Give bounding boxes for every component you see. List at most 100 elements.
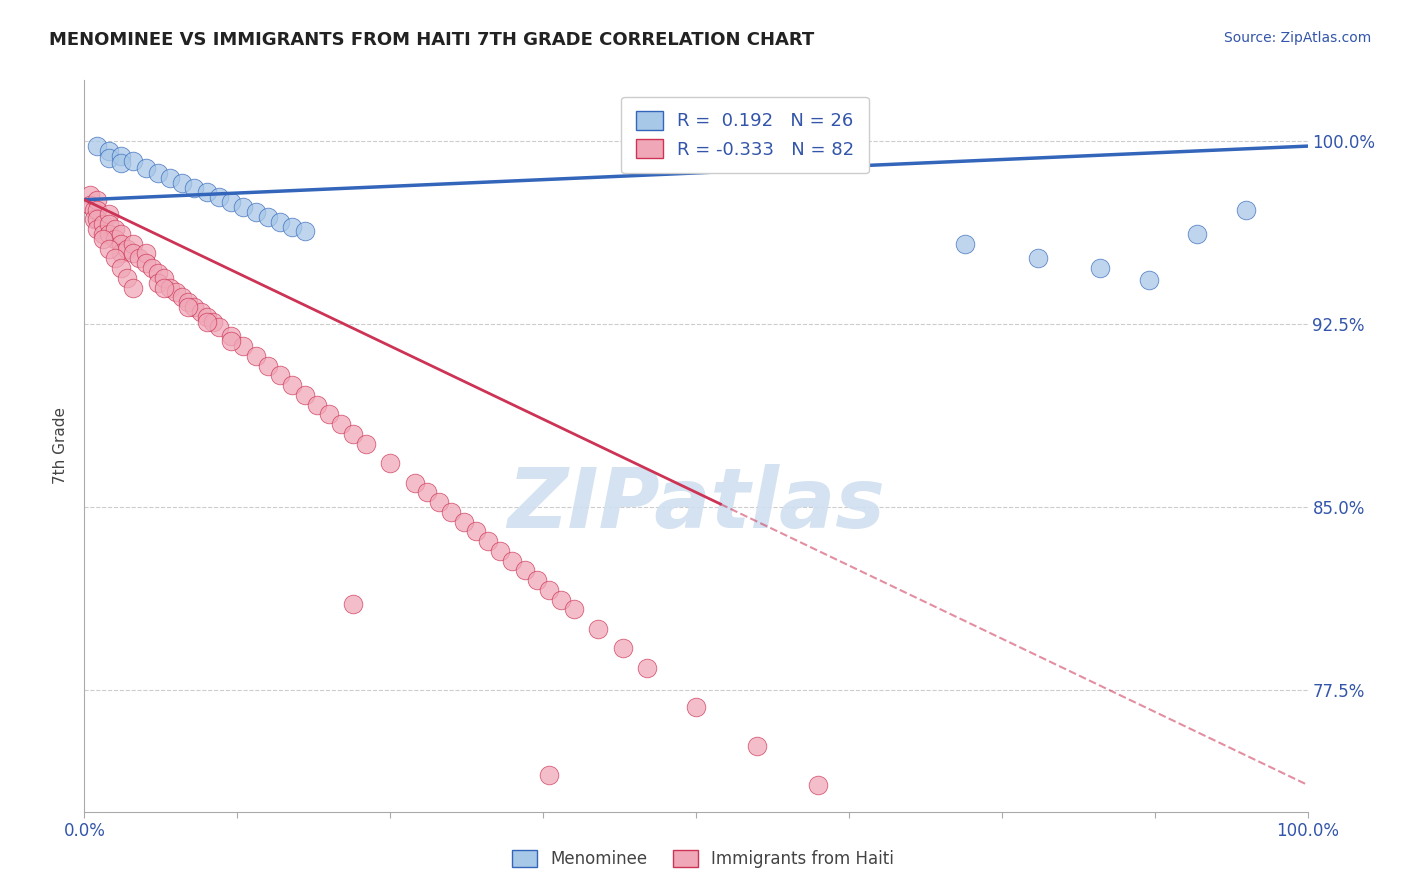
Point (122, 236, 145, 251)
Point (91, 232, 114, 246)
Point (86, 139, 108, 153)
Point (342, 598, 364, 612)
Point (318, 407, 340, 421)
Point (201, 315, 224, 329)
Point (135, 161, 157, 175)
Point (538, 768, 561, 782)
Point (83, 202, 105, 217)
Point (146, 166, 169, 180)
Point (342, 426, 364, 441)
Point (305, 398, 328, 412)
Point (86, 212, 108, 227)
Point (97, 207, 120, 221)
Point (104, 252, 127, 266)
Point (281, 219, 304, 234)
Point (141, 260, 163, 275)
Point (477, 534, 499, 549)
Point (122, 246, 145, 260)
Point (685, 699, 707, 714)
Point (79, 187, 101, 202)
Point (110, 156, 132, 170)
Point (86, 193, 108, 207)
Point (232, 200, 254, 214)
Point (330, 417, 353, 431)
Point (110, 236, 132, 251)
Legend: Menominee, Immigrants from Haiti: Menominee, Immigrants from Haiti (506, 843, 900, 875)
Point (416, 485, 439, 500)
Point (97, 151, 120, 165)
Point (526, 573, 548, 587)
Point (502, 553, 524, 567)
Point (354, 436, 377, 450)
Point (177, 300, 200, 314)
Legend: R =  0.192   N = 26, R = -0.333   N = 82: R = 0.192 N = 26, R = -0.333 N = 82 (621, 96, 869, 173)
Point (453, 515, 475, 529)
Y-axis label: 7th Grade: 7th Grade (53, 408, 69, 484)
Point (219, 334, 242, 348)
Point (79, 197, 101, 211)
Point (612, 641, 634, 656)
Point (159, 170, 181, 185)
Point (807, 778, 830, 792)
Point (245, 349, 267, 363)
Point (550, 592, 572, 607)
Point (183, 180, 205, 194)
Point (208, 319, 231, 334)
Point (86, 202, 108, 217)
Point (586, 622, 609, 636)
Point (153, 270, 176, 285)
Point (110, 246, 132, 260)
Point (146, 266, 169, 280)
Point (219, 195, 242, 210)
Point (747, 739, 769, 753)
Point (1137, 273, 1160, 287)
Point (104, 222, 127, 236)
Point (97, 217, 120, 231)
Point (122, 280, 145, 294)
Point (115, 270, 138, 285)
Point (172, 290, 194, 304)
Text: ZIPatlas: ZIPatlas (508, 464, 884, 545)
Point (110, 227, 132, 241)
Point (177, 295, 200, 310)
Point (135, 256, 157, 270)
Point (562, 602, 585, 616)
Point (97, 242, 120, 256)
Point (128, 252, 150, 266)
Point (104, 232, 127, 246)
Point (159, 280, 181, 294)
Point (294, 388, 316, 402)
Point (427, 495, 450, 509)
Point (83, 212, 105, 227)
Point (153, 280, 176, 294)
Point (91, 217, 114, 231)
Point (195, 186, 218, 200)
Point (269, 368, 291, 383)
Point (165, 285, 187, 300)
Point (1028, 252, 1050, 266)
Point (195, 315, 218, 329)
Point (91, 227, 114, 241)
Point (232, 339, 254, 353)
Point (97, 144, 120, 158)
Point (257, 359, 280, 373)
Point (281, 378, 304, 392)
Point (86, 222, 108, 236)
Point (219, 329, 242, 343)
Point (115, 242, 138, 256)
Point (122, 153, 145, 168)
Point (489, 544, 512, 558)
Point (1088, 260, 1111, 275)
Point (110, 260, 132, 275)
Point (146, 276, 169, 290)
Point (110, 149, 132, 163)
Point (464, 524, 486, 539)
Point (97, 227, 120, 241)
Point (257, 210, 280, 224)
Point (1236, 202, 1258, 217)
Point (380, 456, 402, 470)
Point (513, 563, 536, 577)
Text: MENOMINEE VS IMMIGRANTS FROM HAITI 7TH GRADE CORRELATION CHART: MENOMINEE VS IMMIGRANTS FROM HAITI 7TH G… (49, 31, 814, 49)
Point (1187, 227, 1209, 241)
Point (208, 190, 231, 204)
